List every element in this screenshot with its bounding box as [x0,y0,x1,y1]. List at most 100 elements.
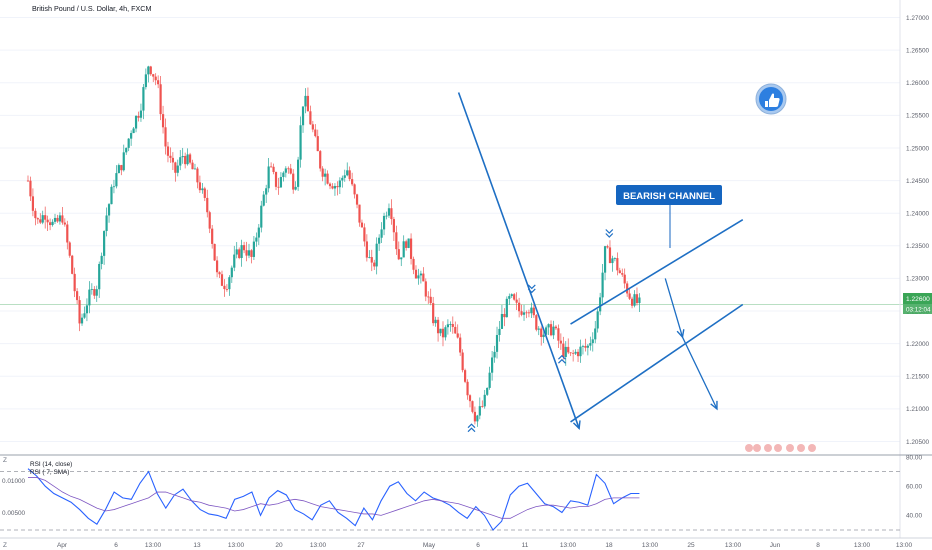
rsi-left-tick-label: 0.00500 [2,510,26,517]
candle-body [500,313,504,329]
candle-body [161,114,165,128]
candle-body [130,133,133,139]
candle-body [112,186,116,188]
swing-marker [605,229,614,234]
time-tick-label: 25 [687,542,695,549]
candle-body [537,328,540,330]
candle-body [360,222,364,228]
swing-marker [558,354,566,360]
candle-body [63,222,66,225]
candle-body [274,172,278,187]
drawings-layer[interactable] [457,92,744,433]
candle-body [184,156,187,165]
candle-body [434,319,437,324]
price-grid [0,17,903,442]
candle-body [569,352,572,354]
candle-body [262,194,265,206]
candle-body [164,127,167,147]
candle-body [134,115,138,129]
candle-body [176,165,179,173]
time-axis[interactable]: Apr 6 13:00 13 13:00 20 13:00 27 May 6 11 13:00 18 13… [57,542,913,549]
candle-body [422,273,425,282]
candle-body [552,326,555,336]
candle-body [407,238,410,248]
candle-body [395,232,398,250]
price-tick-label: 1.21500 [906,374,930,381]
candle-body [633,294,636,306]
annotation-text: BEARISH CHANNEL [623,191,715,202]
timezone-z-label: Z [3,542,7,549]
candle-body [591,339,594,344]
time-tick-label: 13:00 [145,542,162,549]
candle-body [88,289,91,306]
candle-body [49,222,52,226]
thumbs-up-icon[interactable] [755,83,787,115]
candle-body [61,215,64,223]
candle-body [463,370,467,382]
candle-body [348,170,351,180]
candle-body [491,357,494,373]
rsi-sma-line [28,477,640,519]
candle-body [606,246,609,248]
candle-body [355,194,359,205]
candle-body [385,215,388,217]
candle-body [599,297,602,312]
candle-body [149,66,152,75]
time-tick-label: May [423,542,436,549]
candle-body [225,289,229,290]
candle-body [532,307,535,316]
candle-body [71,255,74,274]
candle-body [233,254,236,268]
candle-body [272,166,275,173]
candle-body [378,237,381,244]
candle-body [478,406,481,416]
candle-body [495,334,499,352]
price-tick-label: 1.23000 [906,276,930,283]
candle-body [365,241,368,258]
candle-body [412,258,415,270]
candle-body [581,345,585,347]
bar-countdown: 03:12:04 [906,307,931,314]
candle-body [26,180,30,182]
rsi-pane[interactable]: 80.00 60.00 40.00 0.01000 0.00500 [0,454,922,531]
candle-body [147,66,150,75]
candle-body [29,180,32,197]
rsi-tick-label: 80.00 [906,454,922,461]
swing-marker [605,233,614,238]
time-tick-label: 20 [275,542,283,549]
candle-body [424,281,427,297]
time-tick-label: 8 [816,542,820,549]
event-icons[interactable] [745,444,816,452]
candle-body [621,273,624,275]
downtrend-line [457,92,580,429]
bearish-channel-label[interactable]: BEARISH CHANNEL [616,185,722,248]
candle-body [144,74,147,88]
price-axis[interactable]: 1.27000 1.26500 1.26000 1.25500 1.25000 1.245… [899,0,930,538]
projection-arrow-1 [676,329,685,339]
candle-body [353,184,356,195]
candle-body [567,346,570,353]
candle-body [282,172,285,178]
candle-body [535,315,538,330]
candle-body [417,275,420,279]
candle-body [159,84,162,115]
candle-body [338,180,341,188]
candle-body [503,313,506,318]
candle-body [265,188,268,195]
candle-body [115,173,118,187]
candle-body [603,246,607,273]
candle-body [513,294,516,300]
price-pane[interactable] [0,0,903,442]
rsi-title: RSI (14, close) [30,461,72,468]
candle-body [257,227,260,238]
time-tick-label: 13:00 [854,542,871,549]
candle-body [174,162,177,173]
candle-body [525,312,528,314]
candle-body [250,250,253,257]
candle-body [203,188,206,198]
candle-body [456,333,459,338]
candle-body [373,262,376,267]
rsi-legend-extra: RSI ( 7, SMA) [30,469,69,476]
candle-body [154,76,157,81]
candle-body [166,146,170,156]
